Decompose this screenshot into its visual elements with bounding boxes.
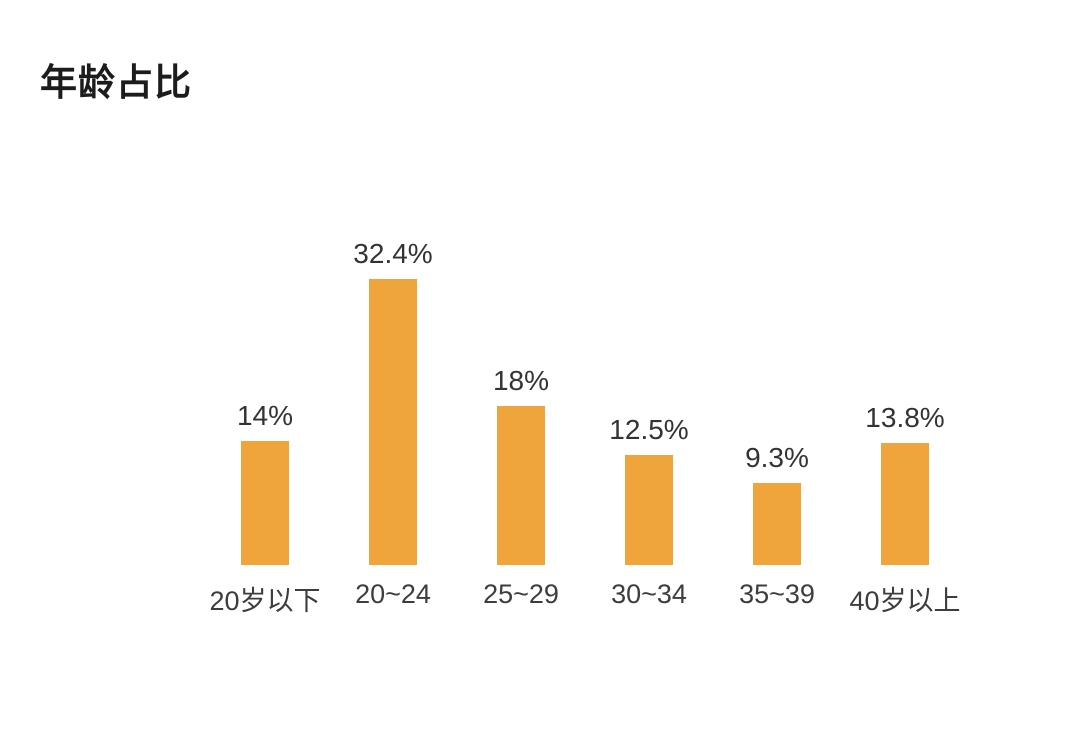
x-axis-category-label: 20~24 bbox=[355, 579, 431, 609]
bar bbox=[881, 443, 929, 565]
x-axis-category-label: 30~34 bbox=[611, 579, 687, 609]
bar-value-label: 9.3% bbox=[745, 442, 809, 474]
bar-group: 14% bbox=[201, 220, 329, 565]
x-axis-category-label: 20岁以下 bbox=[209, 586, 321, 616]
bar bbox=[753, 483, 801, 565]
x-axis-category-label: 35~39 bbox=[739, 579, 815, 609]
bar-plot-area: 14% 32.4% 18% 12.5% 9.3% 13.8% bbox=[201, 220, 969, 565]
bar-group: 13.8% bbox=[841, 220, 969, 565]
bar bbox=[625, 455, 673, 565]
bar-value-label: 32.4% bbox=[353, 238, 433, 270]
bar-value-label: 13.8% bbox=[865, 402, 945, 434]
bar-group: 9.3% bbox=[713, 220, 841, 565]
bar-group: 32.4% bbox=[329, 220, 457, 565]
bar bbox=[241, 441, 289, 565]
chart-title: 年龄占比 bbox=[40, 62, 192, 103]
bar-group: 18% bbox=[457, 220, 585, 565]
bar-group: 12.5% bbox=[585, 220, 713, 565]
bar bbox=[369, 279, 417, 565]
bar bbox=[497, 406, 545, 565]
bar-value-label: 12.5% bbox=[609, 414, 689, 446]
bar-value-label: 18% bbox=[492, 365, 550, 397]
x-axis-label-row: 20岁以下 20~24 25~29 30~34 35~39 40岁以上 bbox=[201, 579, 969, 618]
bar-value-label: 14% bbox=[236, 400, 294, 432]
x-axis-category-label: 25~29 bbox=[483, 579, 559, 609]
x-axis-category-label: 40岁以上 bbox=[849, 586, 961, 616]
